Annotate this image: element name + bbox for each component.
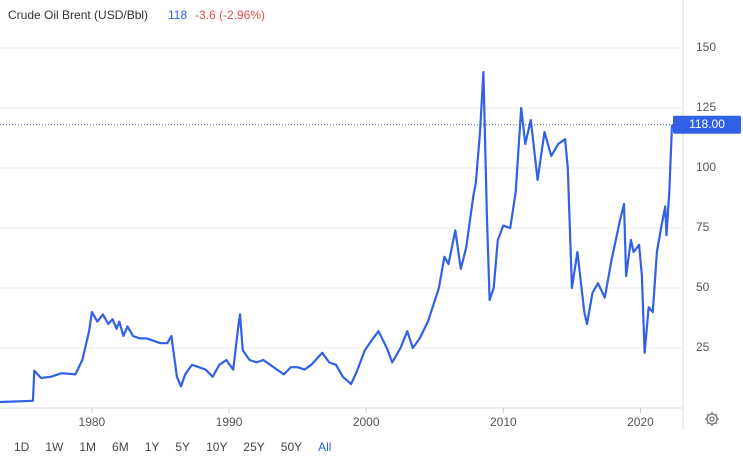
x-tick-label: 2020	[627, 415, 654, 429]
y-tick-label: 75	[696, 220, 710, 234]
y-tick-label: 100	[696, 160, 716, 174]
y-tick-label: 50	[696, 280, 710, 294]
x-tick-label: 2000	[353, 415, 380, 429]
price-line	[0, 70, 674, 404]
range-button[interactable]: 25Y	[243, 440, 264, 454]
change: -3.6 (-2.96%)	[195, 8, 265, 22]
range-button[interactable]: 10Y	[206, 440, 227, 454]
y-tick-label: 25	[696, 340, 710, 354]
range-button[interactable]: 1Y	[145, 440, 160, 454]
range-button[interactable]: All	[318, 440, 331, 454]
last-value: 118	[168, 8, 187, 22]
x-tick-label: 1990	[216, 415, 243, 429]
last-value-label: 118.00	[689, 117, 725, 131]
settings-icon[interactable]	[705, 412, 719, 426]
chart-title: Crude Oil Brent (USD/Bbl)	[8, 8, 148, 22]
range-button[interactable]: 1W	[45, 440, 64, 454]
range-button[interactable]: 50Y	[281, 440, 302, 454]
y-tick-label: 150	[696, 40, 716, 54]
x-tick-label: 1980	[79, 415, 106, 429]
range-button[interactable]: 1M	[79, 440, 96, 454]
range-button[interactable]: 5Y	[175, 440, 190, 454]
range-button[interactable]: 6M	[112, 440, 129, 454]
last-value-tag	[673, 115, 741, 134]
y-tick-label: 125	[696, 100, 716, 114]
x-tick-label: 2010	[490, 415, 517, 429]
range-button[interactable]: 1D	[14, 440, 30, 454]
